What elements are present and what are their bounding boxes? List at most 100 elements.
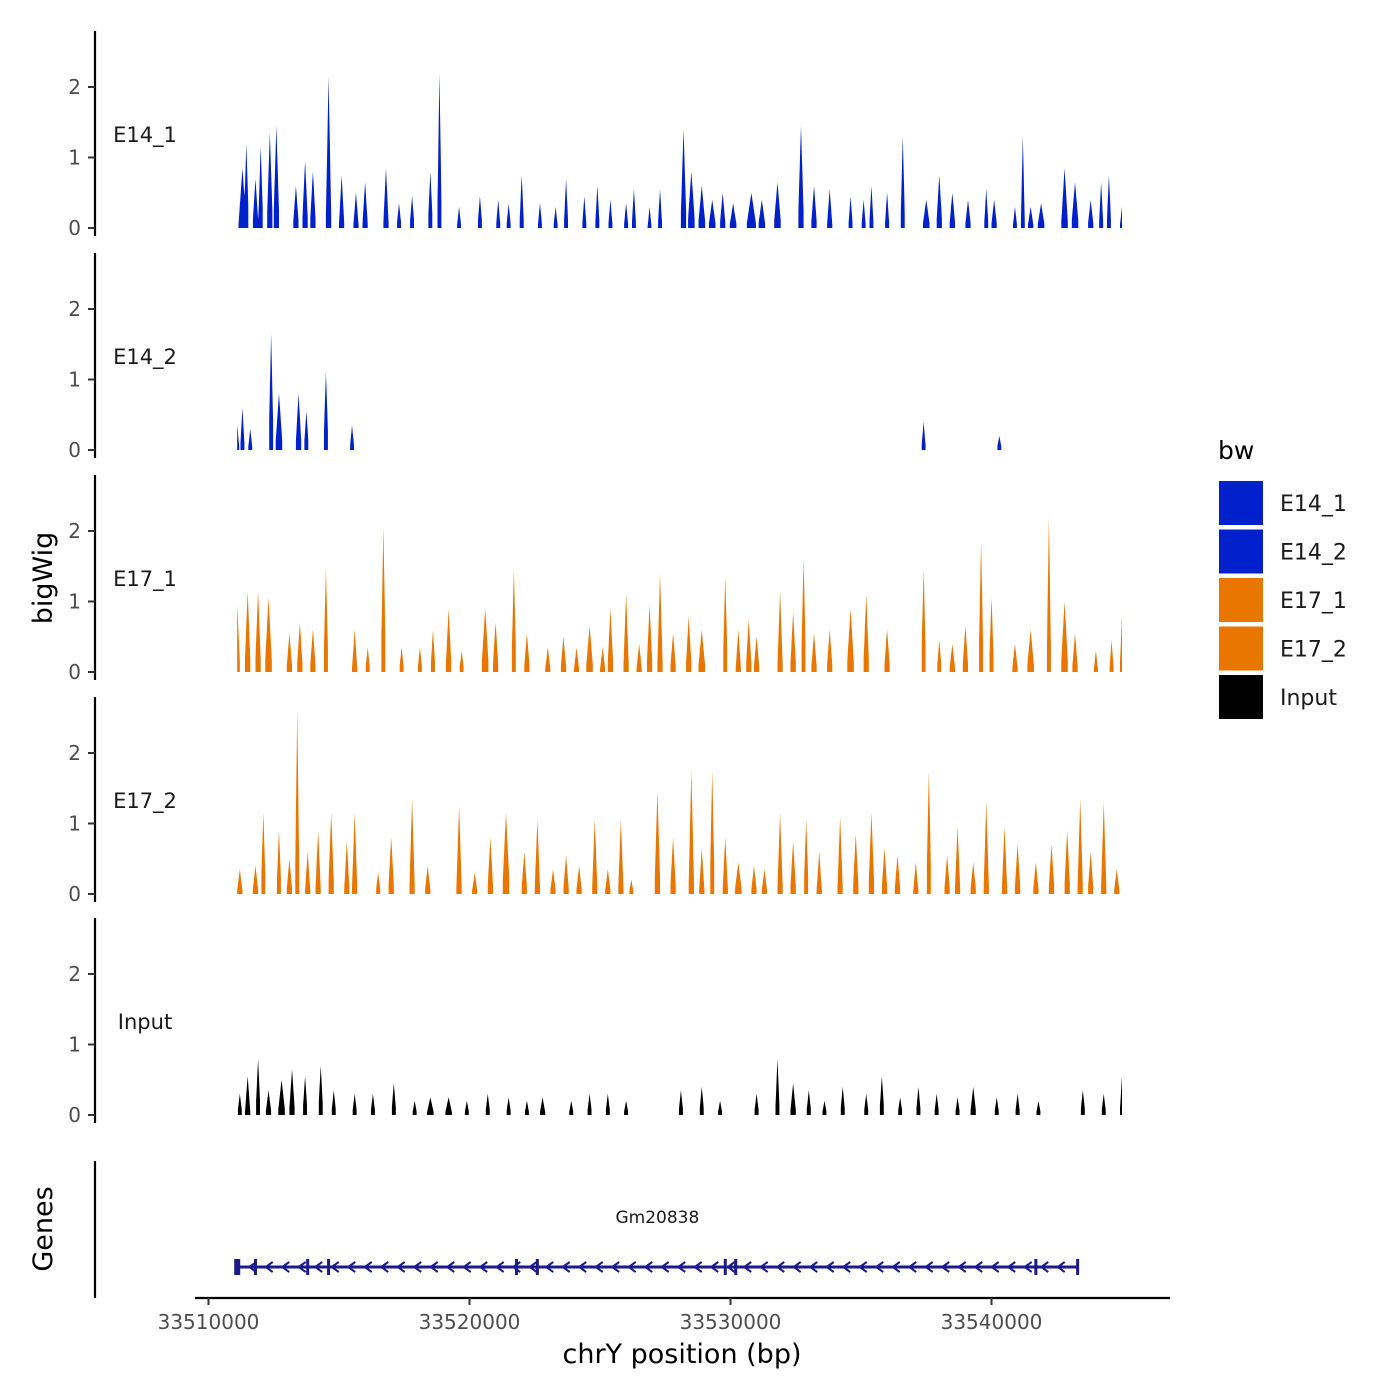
- signal-area: [472, 872, 478, 894]
- signal-area: [965, 199, 971, 228]
- signal-area: [881, 848, 888, 894]
- signal-area: [710, 770, 715, 894]
- strand-arrow: [626, 1261, 637, 1273]
- signal-area: [427, 1097, 434, 1115]
- legend: bw E14_1 E14_2 E17_1 E17_2 Input: [1218, 436, 1347, 719]
- gene-model: Gm20838: [234, 1208, 1080, 1275]
- strand-arrow: [544, 1261, 554, 1273]
- signal-area: [331, 1090, 336, 1115]
- x-tick-label: 33520000: [419, 1310, 521, 1334]
- signal-area: [371, 1093, 375, 1115]
- signal-area: [521, 851, 527, 894]
- signal-area: [428, 171, 433, 228]
- signal-area: [286, 633, 292, 672]
- signal-area: [1013, 206, 1017, 228]
- signal-area: [775, 1058, 780, 1115]
- signal-area: [511, 569, 516, 672]
- signal-area: [816, 851, 822, 894]
- signal-area: [1099, 182, 1104, 228]
- signal-area: [1109, 640, 1114, 672]
- strand-arrow: [890, 1261, 901, 1273]
- signal-area: [586, 626, 593, 672]
- signal-area: [777, 812, 783, 894]
- signal-area: [654, 791, 660, 894]
- signal-area: [955, 827, 961, 894]
- signal-area: [608, 199, 613, 228]
- y-axis-title: bigWig: [28, 532, 59, 625]
- signal-area: [318, 1065, 323, 1115]
- signal-area: [840, 1086, 845, 1115]
- y-tick-label: 1: [68, 146, 81, 170]
- signal-area: [983, 802, 989, 894]
- strand-arrow: [247, 1261, 257, 1273]
- signal-area: [328, 812, 334, 894]
- signal-area: [994, 1097, 999, 1115]
- strand-arrow: [296, 1261, 307, 1273]
- track-label: E14_2: [113, 345, 177, 370]
- strand-arrow: [659, 1261, 670, 1273]
- signal-area: [1077, 798, 1083, 894]
- signal-area: [926, 770, 931, 894]
- signal-area: [410, 196, 414, 228]
- signal-area: [273, 125, 279, 228]
- signal-area: [362, 182, 368, 228]
- signal-area: [376, 872, 381, 894]
- y-tick-label: 2: [68, 962, 81, 986]
- strand-arrow: [1039, 1261, 1049, 1273]
- signal-area: [350, 425, 354, 450]
- signal-area: [493, 622, 499, 672]
- signal-area: [464, 1100, 469, 1115]
- signal-area: [478, 196, 482, 228]
- x-tick-label: 33540000: [941, 1310, 1043, 1334]
- signal-area: [679, 1090, 683, 1115]
- strand-arrow: [742, 1261, 752, 1273]
- signal-area: [1088, 851, 1094, 894]
- exon-block: [306, 1259, 310, 1275]
- signal-area: [955, 1097, 960, 1115]
- strand-arrow: [461, 1261, 472, 1273]
- signal-area: [949, 643, 955, 672]
- signal-area: [240, 407, 245, 450]
- signal-area: [864, 1093, 869, 1115]
- signal-area: [459, 650, 464, 672]
- signal-area: [624, 203, 629, 228]
- exon-block: [234, 1259, 241, 1275]
- signal-area: [295, 393, 302, 450]
- signal-area: [445, 1097, 452, 1115]
- legend-key: [1219, 578, 1263, 622]
- signal-area: [680, 129, 687, 228]
- signal-area: [607, 608, 614, 672]
- signal-area: [344, 841, 350, 894]
- strand-arrow: [527, 1261, 538, 1273]
- strand-arrow: [709, 1261, 719, 1273]
- signal-area: [605, 1093, 610, 1115]
- strand-arrow: [956, 1261, 967, 1273]
- signal-area: [1036, 1100, 1041, 1115]
- signal-area: [248, 428, 253, 450]
- signal-area: [970, 862, 976, 894]
- y-tick-label: 0: [68, 438, 81, 462]
- signal-area: [837, 816, 843, 894]
- strand-arrow: [610, 1261, 620, 1273]
- legend-key: [1219, 675, 1263, 719]
- signal-area: [861, 199, 866, 228]
- signal-area: [1061, 601, 1068, 672]
- signal-area: [256, 1058, 260, 1115]
- signal-area: [658, 189, 662, 228]
- strand-arrow: [494, 1261, 505, 1273]
- signal-area: [624, 1100, 629, 1115]
- signal-area: [754, 636, 760, 672]
- exon-block: [535, 1259, 539, 1275]
- signal-area: [524, 633, 530, 672]
- signal-area: [1064, 830, 1070, 894]
- track-e17-2: 0 1 2 E17_2: [68, 697, 1120, 906]
- signal-area: [937, 640, 942, 672]
- gene-panel: 33510000 33520000 33530000 33540000 Gm20838: [93, 1161, 1170, 1334]
- signal-area: [921, 421, 926, 450]
- exon-block: [327, 1259, 331, 1275]
- signal-area: [563, 855, 569, 894]
- signal-area: [979, 541, 983, 672]
- signal-area: [647, 206, 652, 228]
- signal-area: [278, 1079, 285, 1115]
- signal-area: [688, 770, 694, 894]
